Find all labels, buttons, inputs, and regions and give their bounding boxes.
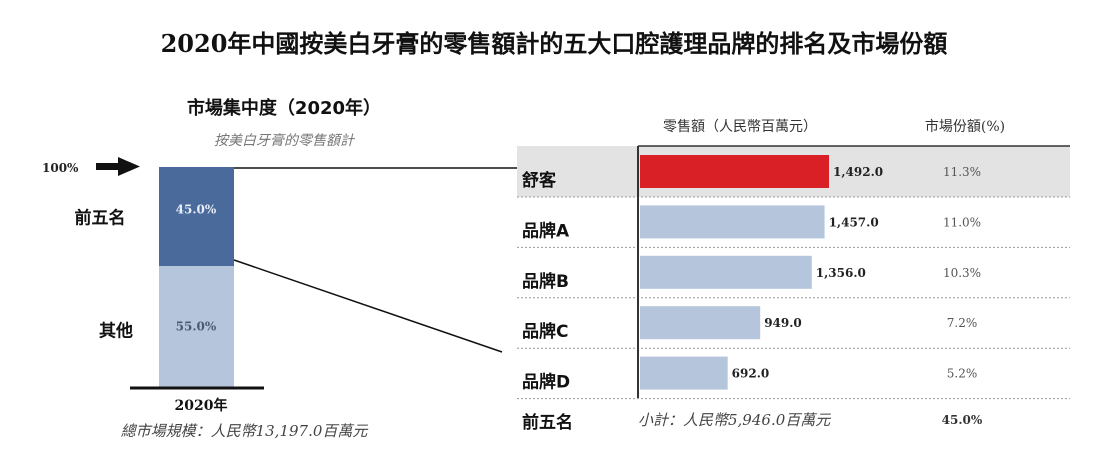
brand-label: 舒客 <box>522 170 557 191</box>
brand-bar <box>640 255 812 289</box>
stack-label-top5: 45.0% <box>176 203 217 217</box>
arrow-right-icon <box>96 157 140 176</box>
brand-label: 品牌C <box>522 321 568 342</box>
brand-share: 5.2% <box>947 367 978 381</box>
brand-row: 舒客 1,492.0 11.3% <box>517 155 1070 198</box>
concentration-title: 市場集中度（2020年） <box>187 97 381 119</box>
brand-value-label: 1,356.0 <box>816 266 866 280</box>
brand-label: 品牌D <box>522 372 570 393</box>
brand-value-label: 949.0 <box>764 316 802 330</box>
brand-value-label: 692.0 <box>732 367 770 381</box>
connector-line-bottom <box>233 259 503 353</box>
concentration-chart: 市場集中度（2020年） 按美白牙膏的零售額計 100% 45.0% 55.0%… <box>42 97 518 440</box>
subtotal-text: 小計：人民幣5,946.0百萬元 <box>638 411 831 429</box>
brand-row: 品牌B 1,356.0 10.3% <box>517 255 1070 299</box>
brand-ranking-chart: 零售額（人民幣百萬元） 市場份額(%) 舒客 1,492.0 11.3% 品牌A 1,4… <box>517 118 1070 433</box>
stack-label-others: 55.0% <box>176 320 217 334</box>
top-marker-label: 100% <box>42 161 79 175</box>
brand-bar <box>640 155 829 188</box>
series-name-others: 其他 <box>99 321 133 342</box>
brand-share: 10.3% <box>943 266 981 280</box>
stack-segment-others <box>159 266 234 387</box>
x-tick-2020: 2020年 <box>175 397 228 414</box>
share-header: 市場份額(%) <box>925 118 1005 135</box>
total-label: 前五名 <box>522 412 573 433</box>
brand-bar <box>640 356 728 390</box>
total-share: 45.0% <box>942 413 983 427</box>
brand-value-label: 1,492.0 <box>833 165 883 179</box>
brand-label: 品牌B <box>522 271 569 292</box>
brand-share: 11.0% <box>943 215 981 229</box>
market-size-footnote: 總市場規模：人民幣13,197.0百萬元 <box>121 422 369 440</box>
brand-label: 品牌A <box>522 220 570 241</box>
brand-share: 11.3% <box>943 165 981 179</box>
stack-segment-top5 <box>159 167 234 266</box>
series-name-top5: 前五名 <box>75 208 126 229</box>
brand-row: 品牌C 949.0 7.2% <box>517 306 1070 349</box>
value-header: 零售額（人民幣百萬元） <box>663 119 817 135</box>
concentration-subtitle: 按美白牙膏的零售額計 <box>214 133 356 149</box>
brand-share: 7.2% <box>947 316 978 330</box>
brand-bar <box>640 205 825 239</box>
brand-bar <box>640 306 761 340</box>
brand-row: 品牌A 1,457.0 11.0% <box>517 205 1070 248</box>
brand-value-label: 1,457.0 <box>829 215 879 229</box>
figure-title: 2020年中國按美白牙膏的零售額計的五大口腔護理品牌的排名及市場份額 <box>161 29 948 58</box>
brand-row: 品牌D 692.0 5.2% <box>517 356 1070 400</box>
